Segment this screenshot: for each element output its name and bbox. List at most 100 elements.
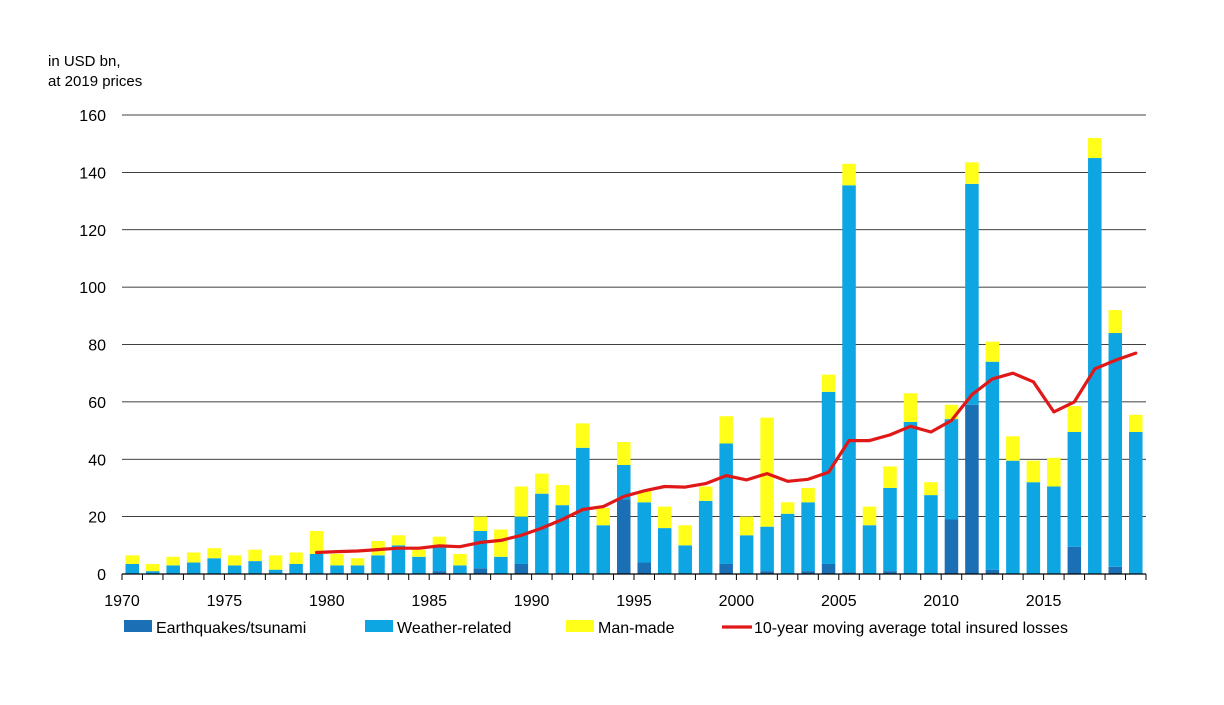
bar-segment: [965, 183, 979, 405]
bar-segment: [657, 528, 672, 574]
bar-segment: [1088, 137, 1102, 159]
bar-segment: [145, 563, 160, 572]
x-tick-label: 1985: [411, 593, 447, 610]
legend-label: 10-year moving average total insured los…: [754, 620, 1068, 637]
x-tick-label: 1990: [514, 593, 550, 610]
bar-segment: [903, 393, 918, 422]
y-tick-label: 100: [79, 280, 106, 297]
unit-label-line1: in USD bn,: [48, 53, 121, 70]
bar-segment: [1026, 460, 1041, 483]
bar-segment: [821, 563, 836, 574]
x-tick-label: 2010: [923, 593, 959, 610]
bar-segment: [842, 185, 856, 573]
bar-segment: [801, 571, 815, 574]
bar-segment: [248, 549, 262, 562]
bar-segment: [719, 443, 733, 564]
bar-segment: [698, 486, 713, 501]
bar-segment: [371, 555, 385, 574]
bar-segment: [1108, 333, 1123, 567]
bar-segment: [678, 545, 692, 574]
x-tick-label: 1970: [104, 593, 140, 610]
legend-swatch: [365, 620, 393, 632]
bar-segment: [698, 500, 713, 574]
bar-segment: [514, 516, 529, 564]
moving-average-line: [315, 351, 1138, 555]
bar-segment: [350, 565, 365, 574]
bar-segment: [985, 361, 1000, 570]
bar-segment: [821, 374, 836, 392]
bar-segment: [248, 561, 262, 574]
bar-segment: [965, 162, 979, 184]
bar-segment: [883, 571, 897, 574]
bar-segment: [186, 552, 201, 563]
bar-segment: [1047, 457, 1061, 487]
bar-segment: [719, 563, 733, 574]
y-tick-label: 20: [88, 510, 106, 527]
bar-segment: [309, 553, 324, 574]
bar-segment: [227, 555, 242, 566]
bar-segment: [473, 568, 488, 574]
bar-segment: [924, 495, 938, 574]
bar-segment: [1067, 431, 1082, 547]
y-tick-label: 80: [88, 338, 106, 355]
bar-segment: [739, 535, 754, 574]
bar-segment: [596, 508, 611, 526]
bar-segment: [678, 525, 692, 546]
bar-segment: [862, 506, 877, 526]
bar-segment: [1006, 460, 1020, 574]
bar-segment: [1129, 431, 1143, 574]
bar-segment: [617, 499, 631, 574]
bar-segment: [617, 464, 631, 500]
y-tick-label: 160: [79, 108, 106, 125]
bar-segment: [227, 565, 242, 574]
x-tick-label: 2005: [821, 593, 857, 610]
bar-segment: [842, 572, 856, 574]
unit-label-line2: at 2019 prices: [48, 73, 143, 90]
bar-segment: [1129, 414, 1143, 432]
bar-segment: [780, 513, 795, 574]
bar-segment: [637, 562, 651, 574]
bar-segment: [207, 548, 221, 559]
y-tick-label: 140: [79, 165, 106, 182]
bar-segment: [473, 530, 488, 569]
bar-segment: [719, 416, 733, 444]
bar-segment: [985, 341, 1000, 362]
legend-swatch: [124, 620, 152, 632]
bar-segment: [801, 502, 815, 572]
bar-segment: [268, 555, 283, 570]
bar-segment: [965, 404, 979, 574]
legend-label: Man-made: [598, 620, 675, 637]
bar-segment: [1108, 310, 1123, 334]
bar-segment: [432, 536, 447, 546]
bar-segment: [903, 421, 918, 574]
y-tick-label: 40: [88, 452, 106, 469]
bar-segment: [617, 442, 631, 465]
y-tick-label: 0: [97, 567, 106, 584]
bar-segment: [473, 516, 488, 531]
x-tick-label: 2015: [1026, 593, 1062, 610]
legend-label: Weather-related: [397, 620, 511, 637]
legend-label: Earthquakes/tsunami: [156, 620, 306, 637]
bar-segment: [412, 556, 426, 574]
bar-segment: [289, 563, 303, 574]
bar-segment: [350, 558, 365, 566]
bar-segment: [801, 487, 815, 503]
bar-segment: [453, 565, 467, 574]
y-tick-label: 60: [88, 395, 106, 412]
x-tick-label: 1980: [309, 593, 345, 610]
bar-segment: [145, 571, 160, 574]
bar-segment: [1088, 158, 1102, 574]
bar-segment: [453, 553, 467, 566]
bar-segment: [268, 569, 283, 574]
bar-segment: [1026, 482, 1041, 574]
bar-segment: [657, 506, 672, 529]
bar-segment: [576, 423, 590, 448]
bar-segment: [166, 565, 180, 574]
bar-segment: [862, 525, 877, 574]
bar-segment: [637, 502, 651, 563]
bar-segment: [494, 556, 508, 574]
bar-segment: [289, 552, 303, 564]
bar-segment: [125, 555, 139, 564]
bar-segment: [739, 516, 754, 536]
